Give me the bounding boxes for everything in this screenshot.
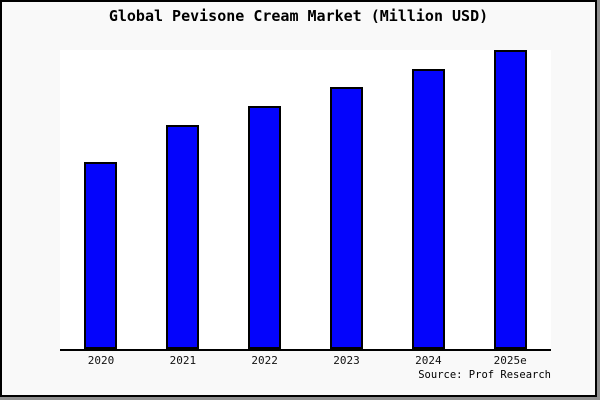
source-credit: Source: Prof Research — [418, 369, 551, 381]
bar-2024 — [411, 69, 445, 349]
x-axis-label-2023: 2023 — [333, 354, 360, 367]
plot-area — [60, 50, 551, 351]
x-axis-label-2024: 2024 — [415, 354, 442, 367]
bar-2022 — [248, 106, 282, 349]
x-axis-label-2021: 2021 — [169, 354, 197, 367]
bar-2021 — [166, 125, 200, 349]
x-axis-label-2020: 2020 — [87, 354, 115, 367]
chart-title: Global Pevisone Cream Market (Million US… — [108, 7, 489, 25]
x-axis-label-2022: 2022 — [251, 354, 278, 367]
x-axis-label-2025e: 2025e — [493, 354, 527, 367]
bar-2023 — [329, 87, 363, 349]
bar-2025e — [493, 50, 527, 349]
x-axis-line — [60, 349, 551, 351]
bar-2020 — [84, 162, 118, 349]
x-axis-labels: 2020 2021 2022 2023 2024 2025e — [60, 354, 551, 368]
